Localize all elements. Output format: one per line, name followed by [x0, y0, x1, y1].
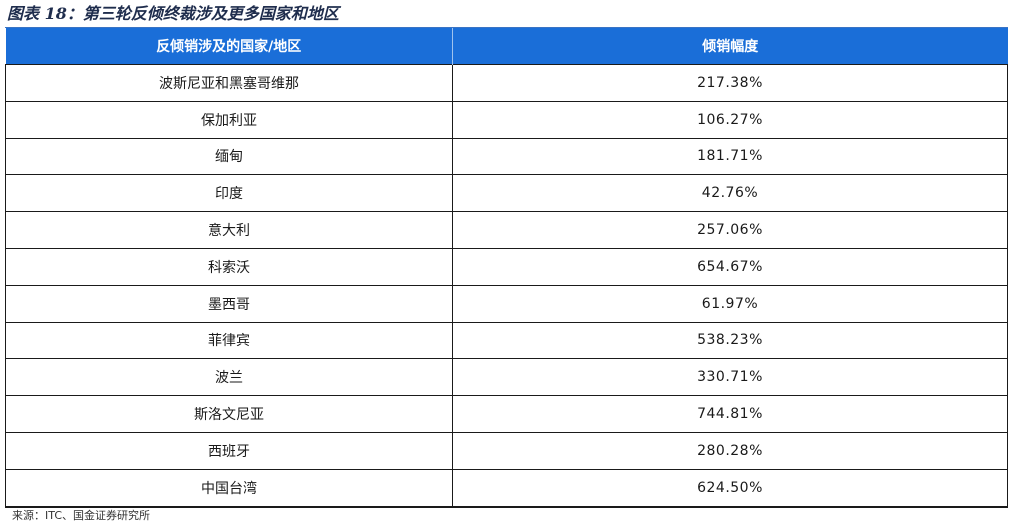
region-cell: 斯洛文尼亚: [5, 395, 453, 433]
header-margin: 倾销幅度: [452, 28, 1008, 65]
table-row: 保加利亚 106.27%: [5, 100, 1008, 139]
table-row: 波兰 330.71%: [5, 358, 1008, 397]
margin-cell: 538.23%: [452, 321, 1008, 360]
margin-cell: 330.71%: [452, 358, 1008, 397]
region-cell: 波兰: [5, 358, 453, 397]
region-cell: 科索沃: [5, 247, 453, 286]
dumping-margin-table: 反倾销涉及的国家/地区 倾销幅度 波斯尼亚和黑塞哥维那 217.38% 保加利亚 10…: [5, 28, 1008, 508]
table-row: 斯洛文尼亚 744.81%: [5, 395, 1008, 433]
margin-cell: 181.71%: [452, 137, 1008, 176]
region-cell: 菲律宾: [5, 321, 453, 360]
margin-cell: 61.97%: [452, 284, 1008, 323]
region-cell: 中国台湾: [5, 468, 453, 508]
table-row: 科索沃 654.67%: [5, 247, 1008, 286]
margin-cell: 744.81%: [452, 395, 1008, 433]
margin-cell: 257.06%: [452, 211, 1008, 249]
margin-cell: 654.67%: [452, 247, 1008, 286]
region-cell: 波斯尼亚和黑塞哥维那: [5, 64, 453, 102]
table-row: 墨西哥 61.97%: [5, 284, 1008, 323]
table-row: 西班牙 280.28%: [5, 431, 1008, 470]
margin-cell: 42.76%: [452, 174, 1008, 213]
table-row: 意大利 257.06%: [5, 211, 1008, 249]
region-cell: 印度: [5, 174, 453, 213]
table-row: 缅甸 181.71%: [5, 137, 1008, 176]
region-cell: 保加利亚: [5, 100, 453, 139]
margin-cell: 217.38%: [452, 64, 1008, 102]
title-divider: [5, 27, 1008, 28]
table-header-row: 反倾销涉及的国家/地区 倾销幅度: [5, 28, 1008, 65]
table-row: 波斯尼亚和黑塞哥维那 217.38%: [5, 64, 1008, 102]
header-region: 反倾销涉及的国家/地区: [5, 28, 453, 65]
margin-cell: 280.28%: [452, 431, 1008, 470]
region-cell: 缅甸: [5, 137, 453, 176]
table-row: 菲律宾 538.23%: [5, 321, 1008, 360]
margin-cell: 106.27%: [452, 100, 1008, 139]
region-cell: 西班牙: [5, 431, 453, 470]
margin-cell: 624.50%: [452, 468, 1008, 508]
table-row: 印度 42.76%: [5, 174, 1008, 213]
figure-title: 图表 18：第三轮反倾终裁涉及更多国家和地区: [7, 4, 339, 23]
region-cell: 墨西哥: [5, 284, 453, 323]
source-note: 来源：ITC、国金证券研究所: [12, 509, 150, 522]
table-row: 中国台湾 624.50%: [5, 468, 1008, 508]
region-cell: 意大利: [5, 211, 453, 249]
